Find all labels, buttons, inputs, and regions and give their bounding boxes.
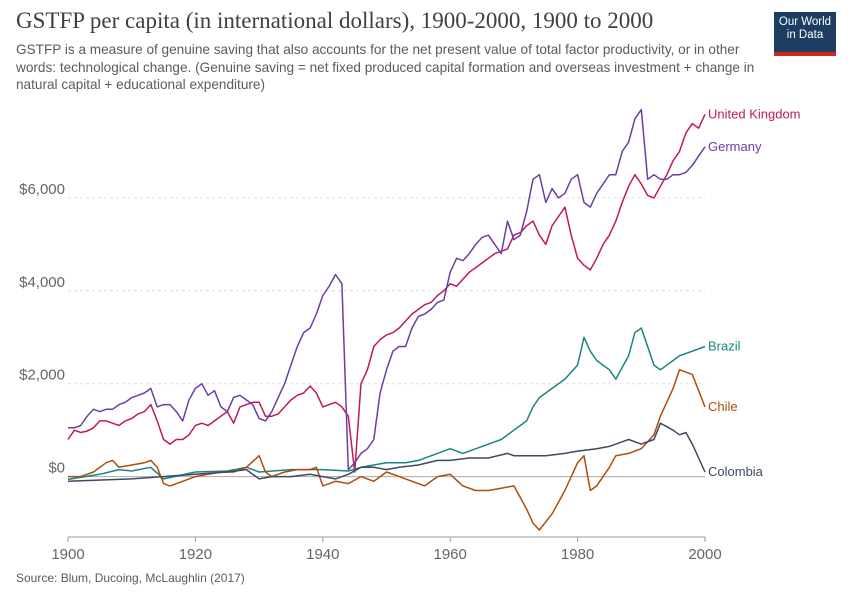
- x-tick-label: 1980: [561, 546, 594, 563]
- x-tick-label: 1900: [51, 546, 84, 563]
- series-line-germany[interactable]: [68, 108, 706, 471]
- series-label-brazil: Brazil: [708, 339, 741, 354]
- series-line-united-kingdom[interactable]: [67, 113, 706, 473]
- x-tick-label: 1920: [179, 546, 212, 563]
- chart-subtitle: GSTFP is a measure of genuine saving tha…: [16, 42, 755, 92]
- series-label-germany: Germany: [708, 139, 762, 154]
- x-tick-label: 1940: [306, 546, 339, 563]
- series-label-united-kingdom: United Kingdom: [708, 106, 801, 121]
- series-label-colombia: Colombia: [708, 464, 764, 479]
- series-label-chile: Chile: [708, 399, 738, 414]
- y-tick-label: $0: [48, 460, 65, 477]
- y-tick-label: $6,000: [19, 181, 65, 198]
- logo-line-2: in Data: [786, 29, 824, 41]
- series-line-colombia[interactable]: [67, 422, 706, 483]
- logo-line-1: Our World: [778, 16, 832, 28]
- x-tick-label: 2000: [688, 546, 721, 563]
- series-lines: [67, 108, 706, 531]
- y-tick-label: $2,000: [19, 367, 65, 384]
- source-note: Source: Blum, Ducoing, McLaughlin (2017): [16, 571, 245, 585]
- series-line-chile[interactable]: [68, 369, 706, 531]
- grid-lines: [68, 197, 705, 478]
- x-tick-label: 1960: [434, 546, 467, 563]
- series-line-brazil[interactable]: [67, 327, 706, 481]
- chart-title: GSTFP per capita (in international dolla…: [16, 8, 654, 33]
- series-labels: United Kingdom Germany Brazil Chile Colombia: [708, 106, 801, 479]
- y-tick-label: $4,000: [19, 274, 65, 291]
- axes: $0 $2,000 $4,000 $6,000 1900 1920 1940 1960 1980…: [19, 181, 722, 563]
- owid-logo[interactable]: Our World in Data: [774, 12, 836, 56]
